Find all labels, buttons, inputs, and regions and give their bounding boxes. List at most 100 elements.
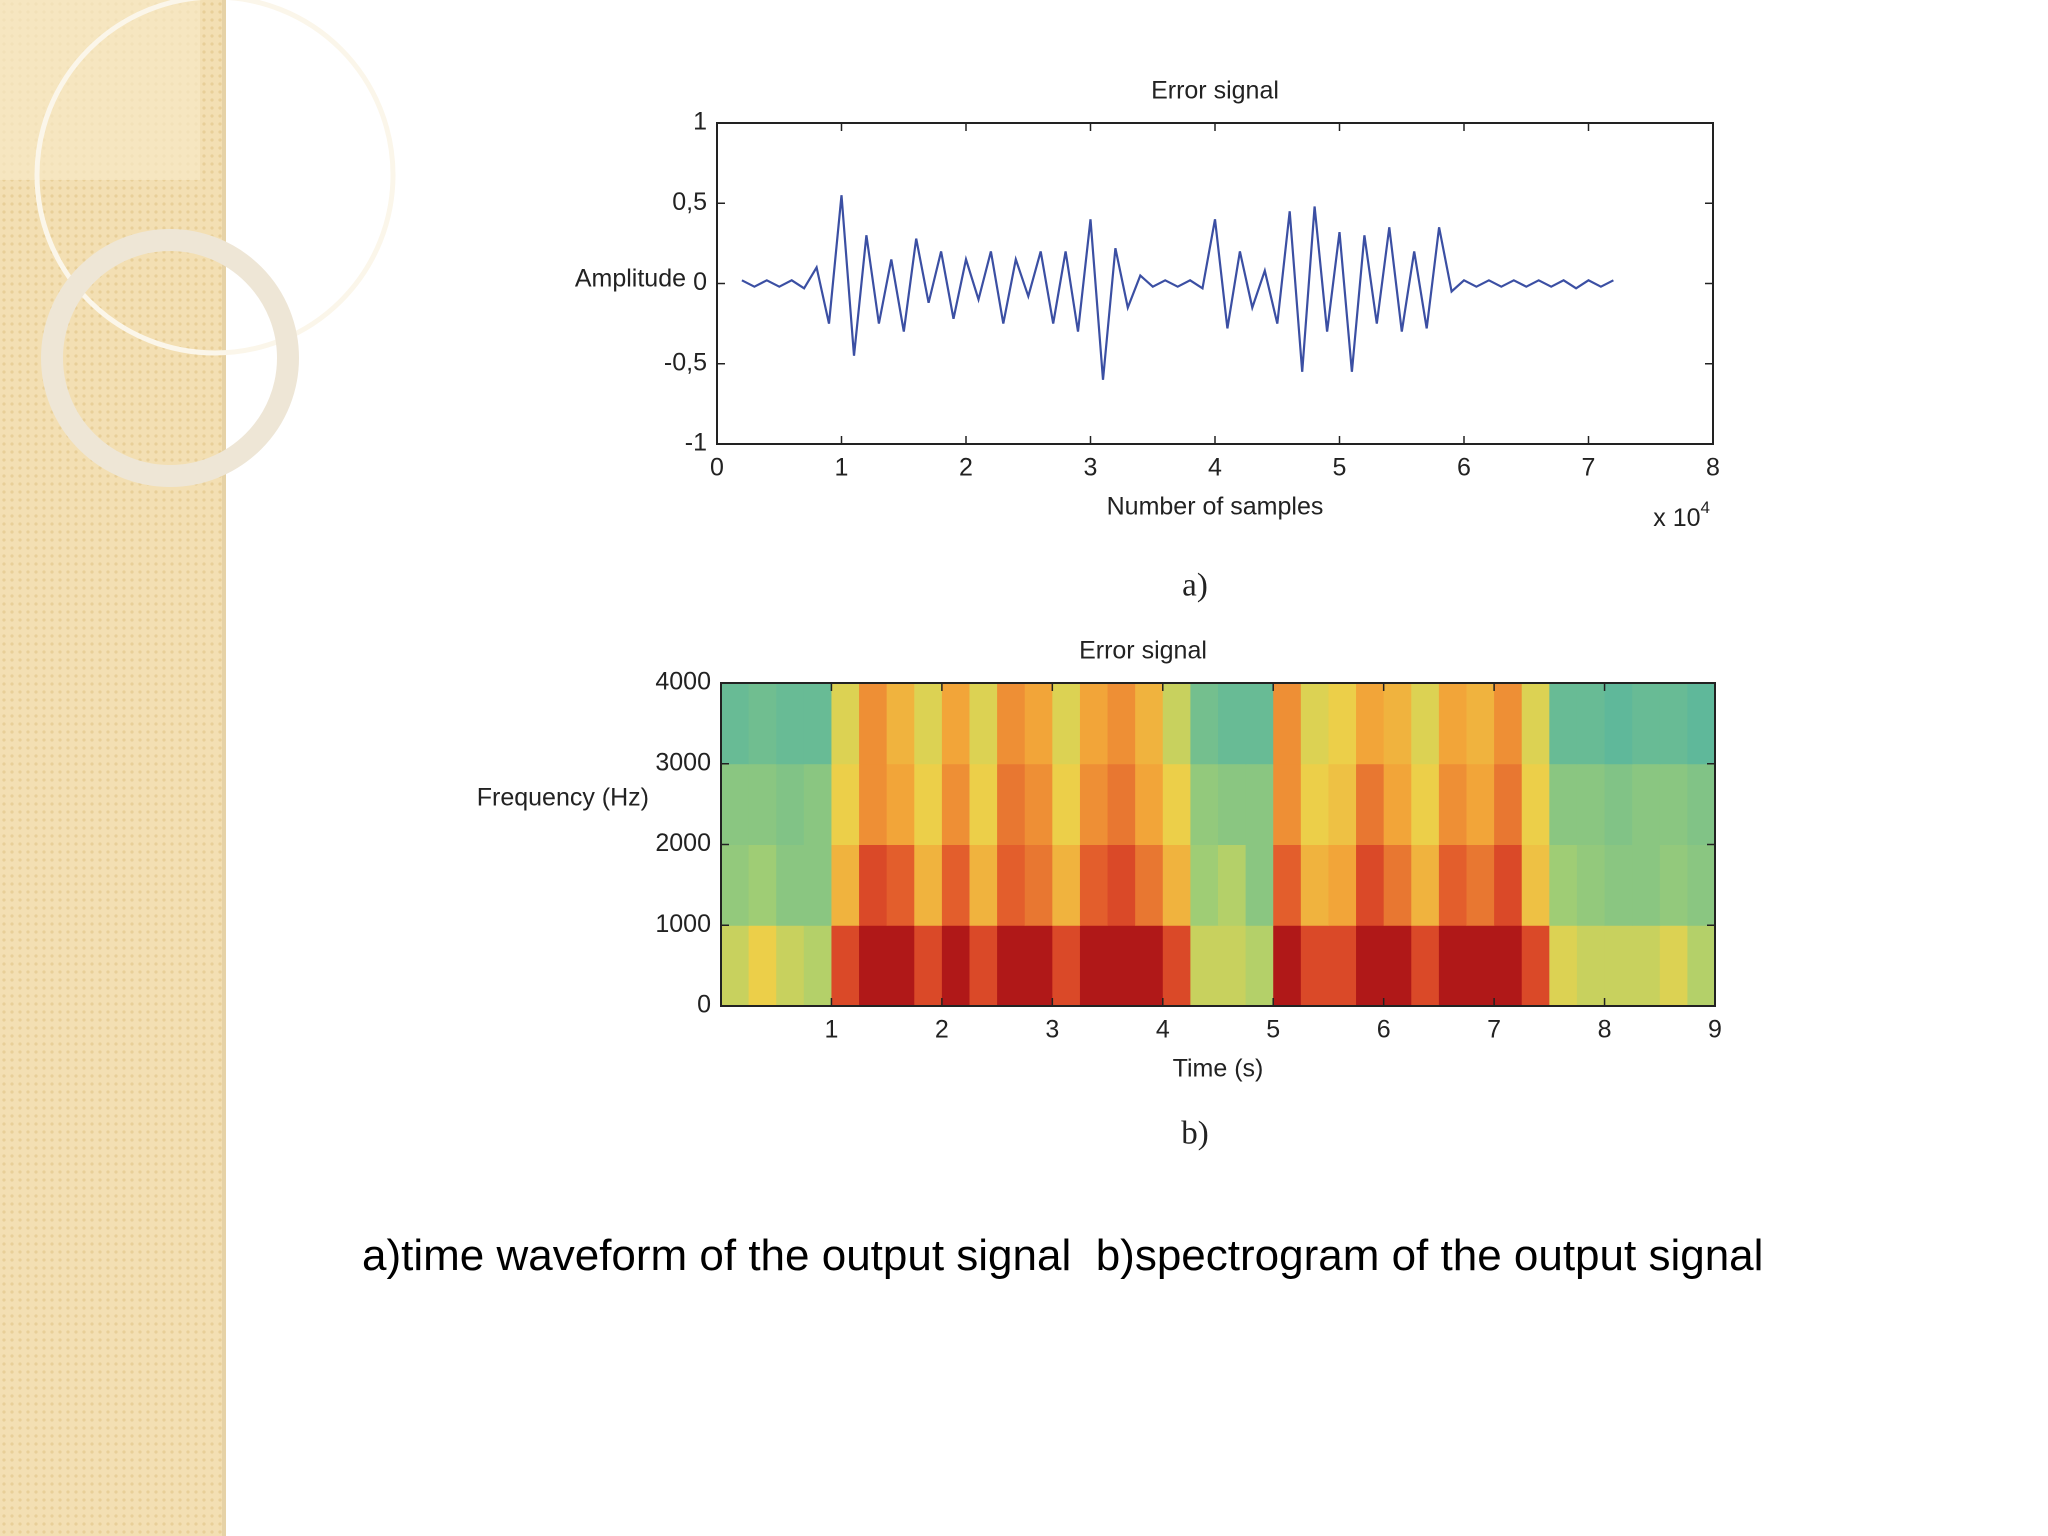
spectrogram-cell [1356, 763, 1385, 845]
spectrogram-cell [969, 925, 998, 1007]
panel-label: a) [1182, 568, 1208, 604]
spectrogram-cell [1218, 763, 1247, 845]
x-tick-label: 4 [1156, 1016, 1170, 1044]
side-decoration [0, 0, 396, 1536]
spectrogram-cell [859, 763, 888, 845]
spectrogram-cell [1659, 763, 1688, 845]
spectrogram-cell [1328, 683, 1357, 765]
spectrogram-cell [1411, 683, 1440, 765]
y-axis-label: Frequency (Hz) [477, 784, 649, 812]
chart-title: Error signal [1079, 637, 1207, 665]
spectrogram-cell [886, 683, 915, 765]
spectrogram-cell [1438, 925, 1467, 1007]
x-tick-label: 3 [1045, 1016, 1059, 1044]
spectrogram-cell [1024, 763, 1053, 845]
spectrogram-cell [748, 925, 777, 1007]
x-tick-label: 7 [1487, 1016, 1501, 1044]
spectrogram-cell [1079, 683, 1109, 765]
x-multiplier: x 104 [1653, 498, 1710, 531]
x-tick-label: 7 [1582, 454, 1596, 482]
spectrogram-cell [1383, 683, 1412, 765]
spectrogram-cell [1024, 844, 1053, 926]
spectrogram-cell [1494, 683, 1523, 765]
spectrogram-cell [1162, 925, 1191, 1007]
spectrogram-cell [1273, 763, 1302, 845]
spectrogram-cell [941, 844, 970, 926]
spectrogram-cell [721, 925, 750, 1007]
spectrogram-cell [1521, 925, 1550, 1007]
spectrogram-cell [1273, 925, 1302, 1007]
spectrogram-cell [776, 763, 805, 845]
spectrogram-cell [859, 683, 888, 765]
y-tick-label: 0 [697, 991, 711, 1019]
spectrogram-cell [914, 844, 943, 926]
spectrogram-cell [1245, 844, 1274, 926]
spectrogram-cell [1549, 925, 1578, 1007]
spectrogram-cell [803, 844, 832, 926]
waveform [741, 195, 1614, 380]
spectrogram-cell [1659, 844, 1688, 926]
spectrogram-cell [1521, 683, 1550, 765]
spectrogram-cell [1494, 925, 1523, 1007]
spectrogram-cell [1632, 844, 1661, 926]
x-tick-label: 2 [935, 1016, 949, 1044]
spectrogram-cell [721, 844, 750, 926]
spectrogram-cell [1521, 844, 1550, 926]
spectrogram-cell [1383, 844, 1412, 926]
spectrogram-cell [776, 683, 805, 765]
y-tick-label: 1 [693, 108, 707, 136]
spectrogram-cell [1411, 844, 1440, 926]
spectrogram-cell [1107, 763, 1136, 845]
spectrogram-cell [803, 683, 832, 765]
spectrogram-cell [997, 844, 1026, 926]
spectrogram-cell [1079, 925, 1109, 1007]
spectrogram-cell [1632, 763, 1661, 845]
spectrogram-cell [969, 683, 998, 765]
x-tick-label: 6 [1457, 454, 1471, 482]
spectrogram-cell [721, 763, 750, 845]
spectrogram-cell [1300, 844, 1329, 926]
spectrogram-cell [914, 683, 943, 765]
spectrogram-cell [1549, 683, 1578, 765]
spectrogram-cell [1052, 683, 1081, 765]
spectrogram-cell [1190, 683, 1219, 765]
spectrogram-cell [1604, 683, 1633, 765]
spectrogram-cell [997, 683, 1026, 765]
spectrogram-cell [1494, 763, 1523, 845]
spectrogram-cell [1438, 683, 1467, 765]
spectrogram-cell [1162, 763, 1191, 845]
spectrogram-cell [1356, 844, 1385, 926]
x-tick-label: 8 [1706, 454, 1720, 482]
spectrogram-cell [1135, 844, 1164, 926]
spectrogram-cell [1328, 844, 1357, 926]
spectrogram-cell [1438, 763, 1467, 845]
spectrogram-cell [748, 763, 777, 845]
spectrogram-cell [1687, 763, 1716, 845]
spectrogram-cell [1549, 844, 1578, 926]
spectrogram-cell [1466, 844, 1495, 926]
spectrogram-cell [1162, 844, 1191, 926]
spectrogram-cell [941, 763, 970, 845]
spectrogram-cell [859, 925, 888, 1007]
spectrogram-cell [1245, 683, 1274, 765]
spectrogram-cell [803, 925, 832, 1007]
spectrogram-cell [1052, 844, 1081, 926]
y-tick-label: 0,5 [672, 188, 707, 216]
caption: a)time waveform of the output signal b)s… [362, 1231, 1764, 1280]
spectrogram-cell [1135, 763, 1164, 845]
spectrogram-cell [831, 925, 860, 1007]
spectrogram-cell [1052, 925, 1081, 1007]
x-tick-label: 6 [1377, 1016, 1391, 1044]
spectrogram-cell [1411, 763, 1440, 845]
x-tick-label: 0 [710, 454, 724, 482]
y-tick-label: 1000 [655, 910, 711, 938]
spectrogram-cell [748, 683, 777, 765]
panel-label: b) [1181, 1116, 1209, 1152]
spectrogram-cell [1107, 844, 1136, 926]
spectrogram-cell [831, 763, 860, 845]
spectrogram-cell [1135, 683, 1164, 765]
spectrogram-cell [859, 844, 888, 926]
x-tick-label: 5 [1266, 1016, 1280, 1044]
spectrogram-cell [776, 844, 805, 926]
